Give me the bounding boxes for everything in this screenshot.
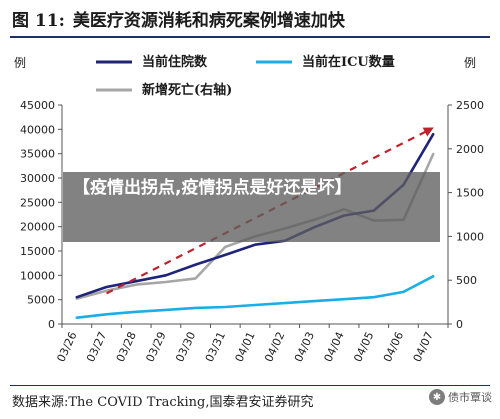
- right-tick-label: 1500: [456, 187, 484, 200]
- right-tick-label: 1000: [456, 230, 484, 243]
- left-tick-label: 45000: [20, 99, 55, 112]
- headline-overlay: [63, 172, 440, 242]
- x-tick-label: 03/31: [203, 330, 228, 364]
- left-tick-label: 30000: [20, 172, 55, 185]
- figure-number: 图 11:: [12, 11, 65, 31]
- chart-title-text: 美医疗资源消耗和病死案例增速加快: [72, 11, 345, 31]
- x-tick-label: 04/05: [351, 330, 376, 364]
- x-tick-label: 03/26: [54, 330, 79, 364]
- right-axis-unit: 例: [464, 56, 477, 70]
- x-tick-label: 04/02: [262, 330, 287, 364]
- legend-label: 当前住院数: [142, 54, 208, 70]
- left-tick-label: 0: [48, 318, 55, 331]
- left-tick-label: 25000: [20, 196, 55, 209]
- legend-label: 新增死亡(右轴): [142, 82, 232, 98]
- right-tick-label: 2500: [456, 99, 484, 112]
- x-tick-label: 03/30: [173, 330, 198, 364]
- right-tick-label: 2000: [456, 143, 484, 156]
- x-tick-label: 04/03: [292, 330, 317, 364]
- legend-label: 当前在ICU数量: [302, 54, 395, 70]
- x-tick-label: 04/01: [233, 330, 258, 364]
- watermark-text: 债市覃谈: [448, 391, 492, 404]
- x-tick-label: 03/28: [114, 330, 139, 364]
- trend-arrow: [106, 127, 434, 295]
- x-tick-label: 04/07: [411, 330, 436, 364]
- x-tick-label: 04/04: [322, 330, 347, 364]
- left-tick-label: 10000: [20, 269, 55, 282]
- left-axis-unit: 例: [14, 56, 27, 70]
- chart-title: 图 11: 美医疗资源消耗和病死案例增速加快: [12, 6, 345, 31]
- source-note: 数据来源:The COVID Tracking,国泰君安证券研究: [12, 395, 314, 410]
- left-tick-label: 40000: [20, 123, 55, 136]
- left-tick-label: 20000: [20, 221, 55, 234]
- x-tick-label: 03/29: [143, 330, 168, 364]
- left-tick-label: 5000: [27, 294, 55, 307]
- right-tick-label: 500: [456, 274, 477, 287]
- left-tick-label: 35000: [20, 148, 55, 161]
- right-tick-label: 0: [456, 318, 463, 331]
- left-tick-label: 15000: [20, 245, 55, 258]
- top-rule: [10, 36, 490, 38]
- watermark: ✱ 债市覃谈: [429, 389, 492, 405]
- bottom-rule: [10, 385, 490, 386]
- headline-overlay-text: 【疫情出拐点,疫情拐点是好还是坏】: [73, 178, 352, 198]
- series-line-icu: [75, 274, 435, 320]
- wechat-icon: ✱: [429, 389, 445, 405]
- x-tick-label: 04/06: [381, 330, 406, 364]
- x-tick-label: 03/27: [84, 330, 109, 364]
